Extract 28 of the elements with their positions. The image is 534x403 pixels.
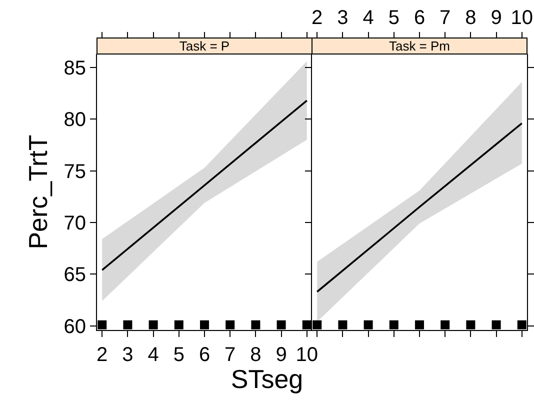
x-tick-label: 9 <box>490 7 502 29</box>
x-tick-label: 10 <box>510 7 534 29</box>
x-tick-label: 4 <box>362 7 374 29</box>
x-tick-label: 6 <box>414 7 426 29</box>
x-tick-label: 3 <box>122 344 134 366</box>
x-tick-label: 2 <box>312 7 323 29</box>
y-tick-label: 70 <box>64 212 86 234</box>
x-tick-label: 10 <box>296 344 318 366</box>
x-tick-label: 5 <box>173 344 184 366</box>
x-tick-label: 4 <box>148 344 159 366</box>
chart-title: Task = P <box>179 38 230 54</box>
x-tick-label: 8 <box>465 7 476 29</box>
chart-title: Task = Pm <box>388 38 450 54</box>
x-tick-label: 5 <box>388 7 400 29</box>
x-tick-label: 7 <box>224 344 236 366</box>
x-tick-label: 3 <box>337 7 348 29</box>
x-tick-label: 9 <box>276 344 287 366</box>
x-tick-label: 7 <box>440 7 451 29</box>
y-tick-label: 85 <box>64 57 86 80</box>
y-tick-label: 60 <box>64 316 86 338</box>
x-axis-title: STseg <box>230 364 304 394</box>
x-tick-label: 2 <box>96 344 108 366</box>
x-tick-label: 8 <box>250 344 262 366</box>
y-tick-label: 65 <box>64 264 86 286</box>
y-tick-label: 75 <box>64 160 86 183</box>
y-axis-title: Perc_TrtT <box>23 134 54 250</box>
x-tick-label: 6 <box>198 344 210 366</box>
y-tick-label: 80 <box>64 109 86 132</box>
